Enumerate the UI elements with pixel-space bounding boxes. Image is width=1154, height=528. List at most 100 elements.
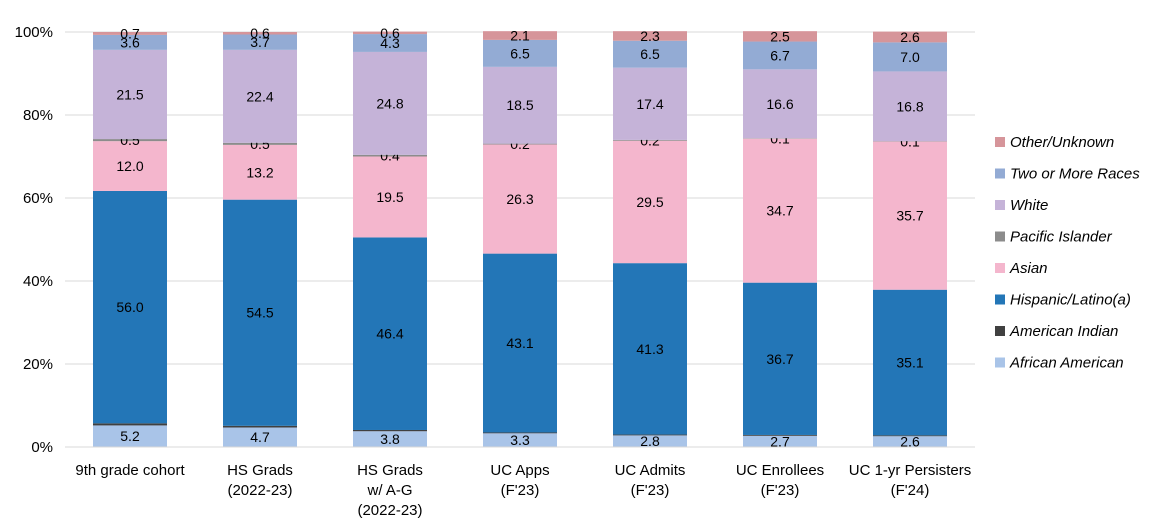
data-label: 3.3 [510,432,530,448]
bar-segment [483,144,557,254]
data-label: 0.6 [380,25,400,41]
bar-segment [353,51,427,155]
data-label: 22.4 [246,88,273,104]
x-category-label: UC Enrollees [736,462,824,479]
bar-segment [483,143,557,145]
x-category-label: UC Apps [490,462,549,479]
data-label: 16.6 [766,96,793,112]
legend-label: White [1010,197,1048,214]
legend-label: Other/Unknown [1010,134,1114,151]
legend-swatch [995,294,1005,305]
bar-segment [93,141,167,191]
data-label: 17.4 [636,96,663,112]
data-label: 43.1 [506,335,533,351]
data-label: 2.6 [900,29,920,45]
bar-segment [353,429,427,432]
bar-segment [483,39,557,67]
data-label: 18.5 [506,97,533,113]
y-tick-label: 80% [23,107,53,124]
x-category-label: HS Grads [227,462,293,479]
data-label: 6.5 [640,46,660,62]
x-category-label: (F'23) [501,482,540,499]
x-category-label: (2022-23) [357,502,422,519]
bar-segment [353,31,427,35]
x-category-label: w/ A-G [366,482,412,499]
legend-swatch [995,168,1005,179]
legend-swatch [995,231,1005,242]
bar-segment [93,34,167,50]
y-axis: 0% 20% 40% 60% 80% 100% [15,24,53,456]
legend-label: Asian [1009,260,1048,277]
bar-segment [873,141,947,290]
y-tick-label: 40% [23,273,53,290]
data-label: 0.6 [250,25,270,41]
bar-segment [743,41,817,70]
data-label: 35.7 [896,208,923,224]
data-label: 5.2 [120,428,140,444]
bar-segment [743,69,817,139]
bar-segment [353,154,427,157]
bar-segment [743,434,817,436]
bar-stack: 2.635.135.70.116.87.02.6 [873,29,947,450]
bar-segment [223,144,297,200]
legend-item: Other/Unknown [995,134,1114,151]
bar-segment [613,140,687,264]
data-label: 54.5 [246,305,273,321]
bar-segment [223,49,297,143]
bar-segment [873,71,947,142]
bar-segment [613,434,687,436]
bar-segment [223,32,297,35]
bar-segment [613,67,687,140]
bar-segment [613,435,687,447]
bar-segment [873,435,947,437]
legend-swatch [995,200,1005,210]
legend-swatch [995,357,1005,368]
bar-segment [613,31,687,41]
bar-segment [223,34,297,50]
bar-segment [743,138,817,283]
data-label: 12.0 [116,158,143,174]
bar-segment [223,142,297,145]
data-label: 35.1 [896,355,923,371]
data-label: 29.5 [636,194,663,210]
data-label: 2.6 [900,434,920,450]
bar-segment [93,425,167,447]
legend-label: American Indian [1009,323,1118,340]
legend-item: Two or More Races [995,166,1140,183]
bar-stack: 3.846.419.50.424.84.30.6 [353,25,427,447]
data-label: 6.7 [770,47,790,63]
x-category-label: UC 1-yr Persisters [849,462,972,479]
bar-segment [743,282,817,435]
data-label: 13.2 [246,164,273,180]
data-label: 3.8 [380,431,400,447]
data-label: 41.3 [636,341,663,357]
bar-stack: 3.343.126.30.218.56.52.1 [483,28,557,448]
x-category-label: (2022-23) [227,482,292,499]
data-label: 2.8 [640,433,660,449]
x-category-label: (F'23) [761,482,800,499]
data-label: 34.7 [766,203,793,219]
legend-label: Two or More Races [1010,166,1140,183]
bar-segment [613,263,687,435]
x-category-label: UC Admits [615,462,686,479]
y-tick-label: 0% [31,439,53,456]
bar-segment [93,190,167,424]
data-label: 46.4 [376,326,403,342]
data-label: 24.8 [376,95,403,111]
legend-swatch [995,263,1005,273]
bar-segment [743,435,817,447]
bar-segment [873,42,947,72]
x-category-label: (F'23) [631,482,670,499]
bar-segment [93,139,167,142]
bar-segment [353,237,427,430]
data-label: 6.5 [510,45,530,61]
data-label: 2.5 [770,28,790,44]
bar-segment [93,32,167,35]
bar-segment [353,34,427,52]
bar-segment [223,427,297,447]
bar-segment [93,49,167,140]
data-label: 4.7 [250,429,270,445]
legend-item: Pacific Islander [995,229,1113,246]
legend-label: African American [1009,355,1124,372]
